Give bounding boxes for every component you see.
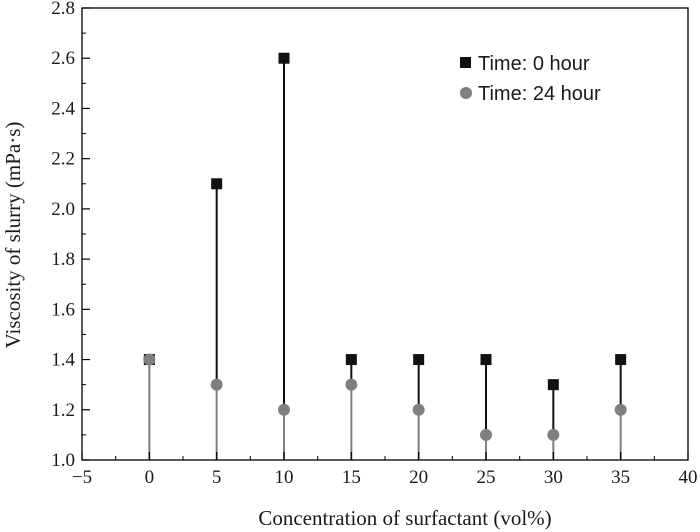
point-24h <box>480 428 492 441</box>
point-24h <box>210 378 223 391</box>
x-tick-label: 10 <box>275 467 294 488</box>
y-axis-title: Viscosity of slurry (mPa·s) <box>1 122 25 349</box>
x-tick-label: −5 <box>72 467 92 488</box>
point-24h <box>345 378 358 391</box>
legend-label-24h: Time: 24 hour <box>478 83 601 105</box>
point-0h <box>413 354 425 366</box>
point-24h <box>278 403 290 416</box>
y-tick-label: 1.8 <box>51 249 75 270</box>
x-tick-label: 15 <box>342 467 361 488</box>
legend: Time: 0 hour Time: 24 hour <box>460 53 601 105</box>
legend-marker-square <box>460 57 471 68</box>
point-24h <box>143 353 156 366</box>
x-tick-label: 40 <box>679 467 698 488</box>
x-tick-label: 0 <box>145 467 155 488</box>
point-24h <box>614 403 627 416</box>
point-0h <box>278 52 290 64</box>
point-0h <box>345 354 357 366</box>
x-tick-label: 20 <box>409 467 428 488</box>
point-0h <box>211 178 223 190</box>
point-0h <box>547 379 559 391</box>
plot-frame <box>81 7 689 461</box>
x-tick-label: 30 <box>544 467 563 488</box>
x-tick-label: 35 <box>611 467 630 488</box>
legend-label-0h: Time: 0 hour <box>478 53 590 75</box>
legend-marker-circle <box>460 87 472 99</box>
y-tick-label: 2.4 <box>51 98 75 119</box>
point-24h <box>412 403 425 416</box>
y-tick-label: 1.2 <box>51 400 75 421</box>
y-tick-label: 2.8 <box>51 0 75 19</box>
y-tick-label: 2.2 <box>51 149 75 170</box>
data-markers <box>143 52 627 441</box>
stem-lines <box>148 58 622 460</box>
point-24h <box>547 428 560 441</box>
y-tick-label: 1.6 <box>51 299 75 320</box>
point-0h <box>480 354 492 366</box>
y-tick-label: 1.4 <box>51 350 75 371</box>
x-tick-label: 25 <box>477 467 496 488</box>
y-tick-label: 1.0 <box>51 450 75 471</box>
axes <box>81 7 689 461</box>
point-0h <box>615 354 627 366</box>
y-tick-label: 2.0 <box>51 199 75 220</box>
x-tick-label: 5 <box>212 467 222 488</box>
y-tick-label: 2.6 <box>51 48 75 69</box>
tick-labels: −5 0 5 10 15 20 25 30 35 40 1.0 1.2 1.4 1.6 1.8 2.0 2.2 2… <box>51 0 697 488</box>
x-axis-title: Concentration of surfactant (vol%) <box>258 506 551 530</box>
